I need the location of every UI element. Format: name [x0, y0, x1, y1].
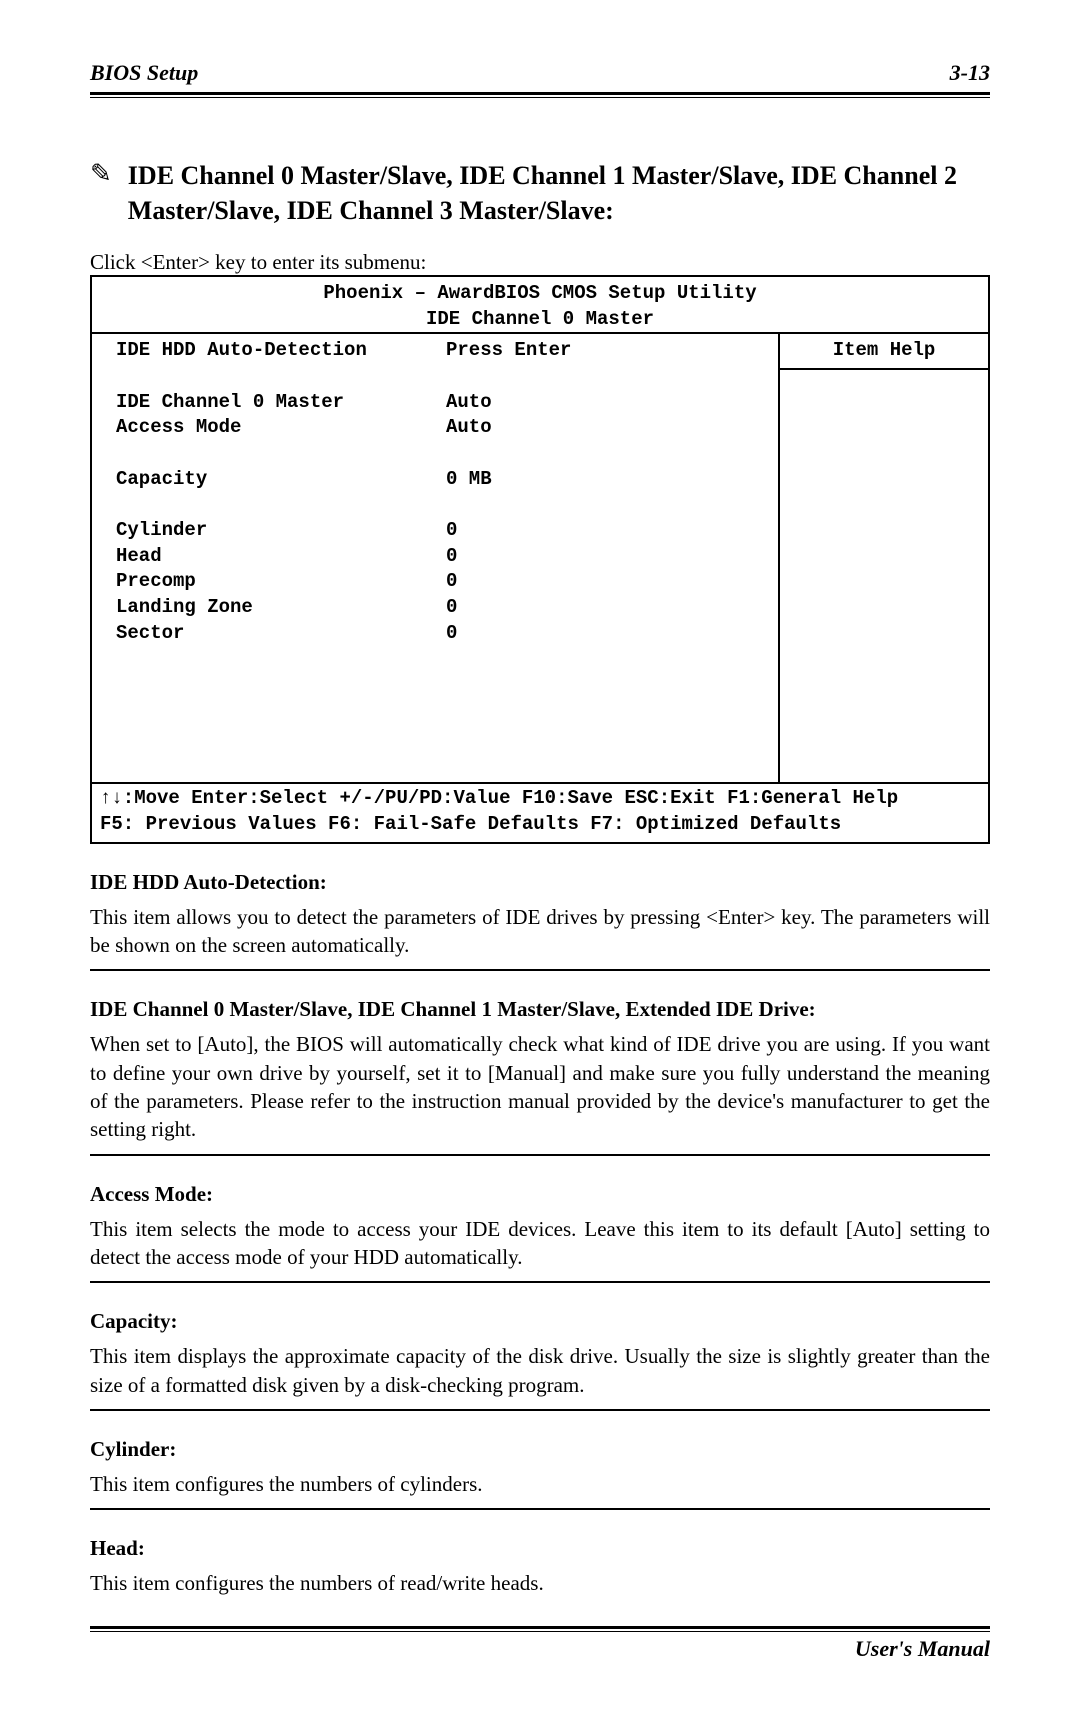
footer-rule — [90, 1626, 990, 1632]
description-title: Cylinder: — [90, 1437, 990, 1462]
description-separator — [90, 1281, 990, 1283]
description-separator — [90, 1154, 990, 1156]
bios-spacer — [116, 492, 770, 518]
bios-row-label: Precomp — [116, 569, 446, 595]
bios-screen: Phoenix – AwardBIOS CMOS Setup Utility I… — [90, 275, 990, 843]
bios-body: IDE HDD Auto-DetectionPress EnterIDE Cha… — [92, 332, 988, 782]
description-block: Capacity: This item displays the approxim… — [90, 1309, 990, 1399]
page-header: BIOS Setup 3-13 — [90, 60, 990, 90]
bios-row-value: Auto — [446, 415, 770, 441]
bios-row: Sector0 — [116, 621, 770, 647]
bios-row-value: Press Enter — [446, 338, 770, 364]
description-text: This item selects the mode to access you… — [90, 1215, 990, 1272]
bios-row-value: 0 — [446, 544, 770, 570]
bios-spacer — [116, 723, 770, 749]
bios-row-value: 0 — [446, 621, 770, 647]
pointer-icon: ✎ — [90, 158, 112, 189]
header-left: BIOS Setup — [90, 60, 198, 86]
bios-row-label: Access Mode — [116, 415, 446, 441]
bios-spacer — [116, 364, 770, 390]
description-block: IDE HDD Auto-Detection: This item allows … — [90, 870, 990, 960]
bios-screen-title: IDE Channel 0 Master — [100, 307, 980, 333]
bios-left-pane: IDE HDD Auto-DetectionPress EnterIDE Cha… — [92, 334, 778, 782]
bios-row-value: 0 — [446, 518, 770, 544]
description-title: Capacity: — [90, 1309, 990, 1334]
bios-help-pane: Item Help — [778, 334, 988, 782]
description-text: This item configures the numbers of cyli… — [90, 1470, 990, 1498]
descriptions: IDE HDD Auto-Detection: This item allows … — [90, 870, 990, 1598]
bios-spacer — [116, 749, 770, 775]
description-title: Access Mode: — [90, 1182, 990, 1207]
description-title: IDE Channel 0 Master/Slave, IDE Channel … — [90, 997, 990, 1022]
bios-row: Head0 — [116, 544, 770, 570]
bios-row-label: IDE HDD Auto-Detection — [116, 338, 446, 364]
bios-spacer — [116, 441, 770, 467]
bios-row: Landing Zone0 — [116, 595, 770, 621]
bios-row-label: Sector — [116, 621, 446, 647]
description-separator — [90, 1409, 990, 1411]
description-title: IDE HDD Auto-Detection: — [90, 870, 990, 895]
header-right: 3-13 — [950, 60, 990, 86]
description-separator — [90, 1508, 990, 1510]
description-text: When set to [Auto], the BIOS will automa… — [90, 1030, 990, 1143]
bios-row-label: Head — [116, 544, 446, 570]
description-text: This item displays the approximate capac… — [90, 1342, 990, 1399]
bios-foot-line-2: F5: Previous Values F6: Fail-Safe Defaul… — [100, 812, 980, 838]
description-title: Head: — [90, 1536, 990, 1561]
section-title: IDE Channel 0 Master/Slave, IDE Channel … — [128, 158, 990, 228]
bios-row-label: IDE Channel 0 Master — [116, 390, 446, 416]
footer-text: User's Manual — [90, 1636, 990, 1662]
submenu-hint: Click <Enter> key to enter its submenu: — [90, 250, 990, 275]
bios-utility-line: Phoenix – AwardBIOS CMOS Setup Utility — [100, 281, 980, 307]
bios-row: Capacity0 MB — [116, 467, 770, 493]
bios-spacer — [116, 697, 770, 723]
description-block: Access Mode: This item selects the mode t… — [90, 1182, 990, 1272]
bios-footer: ↑↓:Move Enter:Select +/-/PU/PD:Value F10… — [92, 782, 988, 841]
bios-row-value: 0 — [446, 569, 770, 595]
description-block: Cylinder: This item configures the number… — [90, 1437, 990, 1498]
bios-row-label: Cylinder — [116, 518, 446, 544]
bios-row-value: 0 — [446, 595, 770, 621]
bios-row-value: 0 MB — [446, 467, 770, 493]
bios-row-value: Auto — [446, 390, 770, 416]
bios-help-title: Item Help — [788, 338, 980, 364]
description-block: Head: This item configures the numbers of… — [90, 1536, 990, 1597]
bios-row: IDE Channel 0 MasterAuto — [116, 390, 770, 416]
bios-row-label: Capacity — [116, 467, 446, 493]
bios-foot-line-1: ↑↓:Move Enter:Select +/-/PU/PD:Value F10… — [100, 786, 980, 812]
bios-spacer — [116, 672, 770, 698]
bios-help-separator — [780, 368, 988, 370]
bios-row: IDE HDD Auto-DetectionPress Enter — [116, 338, 770, 364]
section-heading: ✎ IDE Channel 0 Master/Slave, IDE Channe… — [90, 158, 990, 228]
header-rule — [90, 92, 990, 98]
bios-row: Cylinder0 — [116, 518, 770, 544]
bios-header: Phoenix – AwardBIOS CMOS Setup Utility I… — [92, 277, 988, 332]
description-separator — [90, 969, 990, 971]
bios-row: Precomp0 — [116, 569, 770, 595]
bios-spacer — [116, 646, 770, 672]
description-text: This item allows you to detect the param… — [90, 903, 990, 960]
page: BIOS Setup 3-13 ✎ IDE Channel 0 Master/S… — [0, 0, 1080, 1712]
bios-row-label: Landing Zone — [116, 595, 446, 621]
bios-row: Access ModeAuto — [116, 415, 770, 441]
description-text: This item configures the numbers of read… — [90, 1569, 990, 1597]
description-block: IDE Channel 0 Master/Slave, IDE Channel … — [90, 997, 990, 1143]
